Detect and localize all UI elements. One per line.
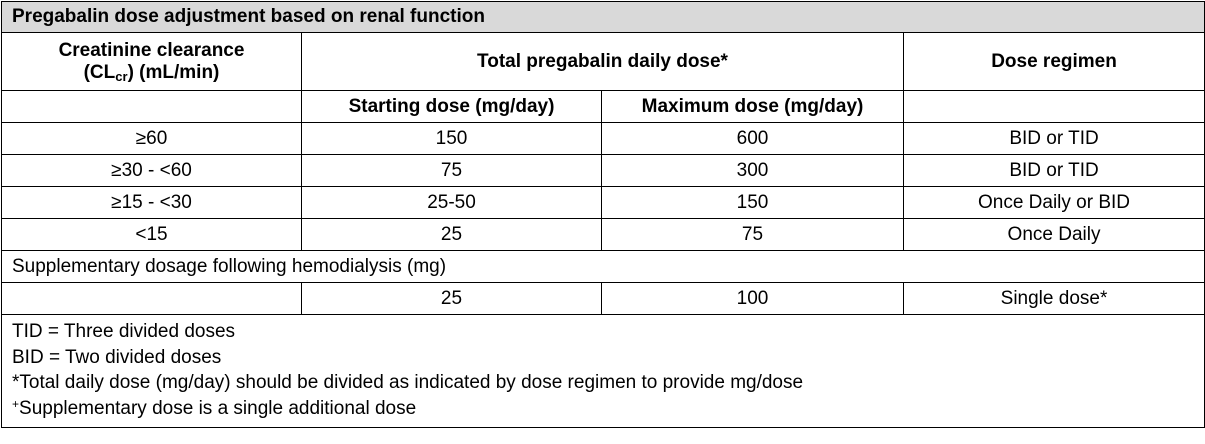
footnote-tid: TID = Three divided doses bbox=[12, 321, 236, 342]
footnote-bid: BID = Two divided doses bbox=[12, 346, 222, 368]
subheader-maximum-dose: Maximum dose (mg/day) bbox=[601, 90, 904, 123]
clearance-cell bbox=[1, 282, 302, 315]
maximum-dose-cell: 600 bbox=[601, 122, 904, 155]
starting-dose-cell: 75 bbox=[301, 154, 602, 187]
footnote-supplementary: +Supplementary dose is a single addition… bbox=[12, 396, 417, 419]
starting-dose-cell: 150 bbox=[301, 122, 602, 155]
clearance-cell: ≥30 - <60 bbox=[1, 154, 302, 187]
table-row: 25 100 Single dose* bbox=[1, 282, 1205, 315]
starting-dose-cell: 25-50 bbox=[301, 186, 602, 219]
header-creatinine-line2: (CLcr) (mL/min) bbox=[83, 61, 220, 84]
regimen-cell: Once Daily or BID bbox=[902, 186, 1205, 219]
clearance-cell: <15 bbox=[1, 218, 302, 251]
clearance-cell: ≥15 - <30 bbox=[1, 186, 302, 219]
plus-mark: + bbox=[12, 396, 20, 411]
regimen-cell: BID or TID bbox=[902, 154, 1205, 187]
footnote-total-dose: *Total daily dose (mg/day) should be div… bbox=[12, 372, 804, 393]
table-title: Pregabalin dose adjustment based on rena… bbox=[0, 1, 1205, 33]
header-total-daily-dose: Total pregabalin daily dose* bbox=[301, 32, 904, 91]
header-creatinine-line1: Creatinine clearance bbox=[58, 39, 245, 61]
regimen-cell: Single dose* bbox=[902, 282, 1205, 315]
renal-dosing-table: Pregabalin dose adjustment based on rena… bbox=[0, 1, 1205, 428]
table-row: <15 25 75 Once Daily bbox=[1, 218, 1205, 251]
regimen-cell: Once Daily bbox=[902, 218, 1205, 251]
starting-dose-cell: 25 bbox=[301, 282, 602, 315]
table-row: ≥60 150 600 BID or TID bbox=[1, 122, 1205, 155]
starting-dose-cell: 25 bbox=[301, 218, 602, 251]
table-row: ≥30 - <60 75 300 BID or TID bbox=[1, 154, 1205, 187]
subheader-starting-dose: Starting dose (mg/day) bbox=[301, 90, 602, 123]
table-row: ≥15 - <30 25-50 150 Once Daily or BID bbox=[1, 186, 1205, 219]
maximum-dose-cell: 75 bbox=[601, 218, 904, 251]
footnotes: TID = Three divided doses BID = Two divi… bbox=[0, 314, 1205, 428]
maximum-dose-cell: 300 bbox=[601, 154, 904, 187]
maximum-dose-cell: 100 bbox=[601, 282, 904, 315]
clearance-cell: ≥60 bbox=[1, 122, 302, 155]
header-dose-regimen: Dose regimen bbox=[902, 32, 1205, 91]
supplementary-dosage-label: Supplementary dosage following hemodialy… bbox=[0, 250, 1205, 283]
header-creatinine-clearance: Creatinine clearance (CLcr) (mL/min) bbox=[1, 32, 302, 91]
subheader-empty-right bbox=[902, 90, 1205, 123]
maximum-dose-cell: 150 bbox=[601, 186, 904, 219]
regimen-cell: BID or TID bbox=[902, 122, 1205, 155]
subheader-empty-left bbox=[1, 90, 302, 123]
